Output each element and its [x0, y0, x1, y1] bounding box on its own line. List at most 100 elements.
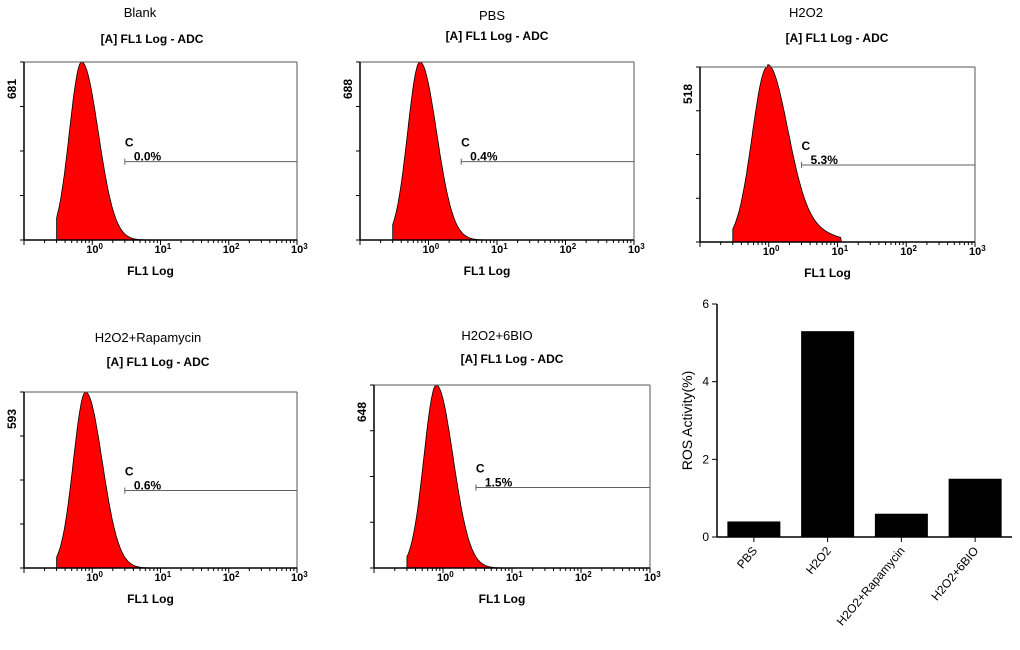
- y-axis-label: ROS Activity(%): [679, 371, 695, 471]
- bar-h2o2-rapamycin: [874, 513, 928, 537]
- y-tick-label: 0: [702, 530, 709, 544]
- x-tick-exponent: 3: [981, 244, 986, 253]
- x-tick-base: 10: [900, 246, 912, 258]
- x-tick-label: 101: [155, 570, 172, 584]
- sample-title: PBS: [479, 8, 505, 23]
- x-tick-exponent: 0: [449, 570, 454, 579]
- x-tick-base: 10: [86, 244, 98, 256]
- x-tick-label: 100: [437, 570, 454, 584]
- y-max-label: 593: [5, 409, 19, 429]
- x-tick-label: H2O2: [803, 544, 834, 577]
- bar-h2o2: [801, 331, 855, 537]
- x-tick-base: 10: [155, 244, 167, 256]
- x-tick-base: 10: [291, 572, 303, 584]
- y-max-label: 648: [355, 402, 369, 422]
- x-tick-label: 103: [969, 244, 986, 258]
- bar-h2o2-6bio: [948, 478, 1002, 537]
- x-tick-label: PBS: [734, 544, 760, 571]
- x-tick-exponent: 2: [235, 242, 240, 251]
- x-tick-label: 102: [560, 242, 577, 256]
- x-tick-label: 101: [832, 244, 849, 258]
- x-axis-label: FL1 Log: [804, 266, 851, 280]
- x-tick-label: 103: [628, 242, 645, 256]
- histogram-subtitle: [A] FL1 Log - ADC: [107, 355, 210, 369]
- histogram-subtitle: [A] FL1 Log - ADC: [446, 29, 549, 43]
- x-tick-base: 10: [491, 244, 503, 256]
- x-tick-label: 102: [900, 244, 917, 258]
- x-axis-label: FL1 Log: [127, 264, 174, 278]
- x-tick-base: 10: [223, 244, 235, 256]
- x-tick-exponent: 2: [572, 242, 577, 251]
- histogram-subtitle: [A] FL1 Log - ADC: [786, 31, 889, 45]
- x-tick-exponent: 3: [303, 242, 308, 251]
- histogram-subtitle: [A] FL1 Log - ADC: [101, 32, 204, 46]
- x-tick-label: 101: [155, 242, 172, 256]
- x-tick-exponent: 2: [913, 244, 918, 253]
- x-tick-base: 10: [560, 244, 572, 256]
- y-tick-label: 6: [702, 297, 709, 311]
- y-max-label: 688: [341, 79, 355, 99]
- x-tick-label: 103: [644, 570, 661, 584]
- gate-name: C: [476, 461, 485, 475]
- x-tick-exponent: 1: [167, 570, 172, 579]
- gate-percent: 5.3%: [811, 153, 839, 167]
- gate-name: C: [802, 139, 811, 153]
- x-axis-label: FL1 Log: [479, 592, 526, 606]
- gate-percent: 0.4%: [470, 150, 498, 164]
- gate-name: C: [125, 465, 134, 479]
- x-tick-label: 100: [763, 244, 780, 258]
- bar-pbs: [727, 521, 781, 537]
- x-tick-exponent: 0: [775, 244, 780, 253]
- x-tick-exponent: 1: [844, 244, 849, 253]
- x-tick-base: 10: [506, 572, 518, 584]
- gate-percent: 0.0%: [134, 150, 162, 164]
- sample-title: Blank: [124, 5, 157, 20]
- x-tick-label: 100: [86, 570, 103, 584]
- x-tick-base: 10: [155, 572, 167, 584]
- x-tick-label: 102: [575, 570, 592, 584]
- x-tick-exponent: 3: [303, 570, 308, 579]
- y-max-label: 518: [681, 84, 695, 104]
- x-tick-label: 101: [491, 242, 508, 256]
- x-tick-exponent: 0: [435, 242, 440, 251]
- x-tick-base: 10: [223, 572, 235, 584]
- x-tick-exponent: 2: [235, 570, 240, 579]
- y-max-label: 681: [5, 79, 19, 99]
- gate-name: C: [461, 136, 470, 150]
- x-tick-label: 100: [423, 242, 440, 256]
- x-tick-base: 10: [575, 572, 587, 584]
- y-tick-label: 2: [702, 452, 709, 466]
- x-axis-label: FL1 Log: [127, 592, 174, 606]
- x-tick-exponent: 0: [99, 242, 104, 251]
- x-tick-label: H2O2+Rapamycin: [834, 544, 908, 628]
- x-tick-base: 10: [628, 244, 640, 256]
- x-tick-exponent: 3: [656, 570, 661, 579]
- bar-chart-panel: 0 2 4 6 ROS Activity(%) PBS H2O2 H2O2+Rapamycin…: [679, 297, 1012, 628]
- x-tick-label: 100: [86, 242, 103, 256]
- x-tick-exponent: 0: [99, 570, 104, 579]
- x-tick-label: 103: [291, 242, 308, 256]
- x-tick-base: 10: [423, 244, 435, 256]
- x-tick-base: 10: [86, 572, 98, 584]
- sample-title: H2O2+Rapamycin: [95, 330, 202, 345]
- y-tick-label: 4: [702, 375, 709, 389]
- x-tick-label: 103: [291, 570, 308, 584]
- gate-percent: 1.5%: [485, 475, 513, 489]
- x-tick-exponent: 2: [587, 570, 592, 579]
- x-tick-label: H2O2+6BIO: [928, 544, 981, 603]
- x-tick-base: 10: [969, 246, 981, 258]
- x-tick-base: 10: [437, 572, 449, 584]
- histogram-subtitle: [A] FL1 Log - ADC: [461, 352, 564, 366]
- gate-percent: 0.6%: [134, 479, 162, 493]
- x-tick-exponent: 1: [503, 242, 508, 251]
- x-tick-base: 10: [644, 572, 656, 584]
- sample-title: H2O2+6BIO: [461, 328, 532, 343]
- x-tick-label: 102: [223, 242, 240, 256]
- x-tick-label: 101: [506, 570, 523, 584]
- x-tick-exponent: 1: [518, 570, 523, 579]
